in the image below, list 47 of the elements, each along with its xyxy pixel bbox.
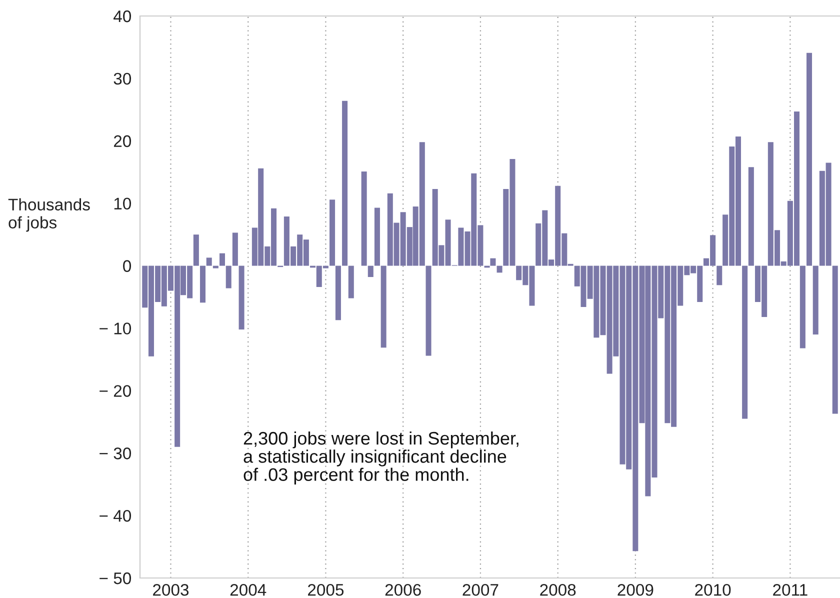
bar	[748, 167, 754, 266]
bar	[426, 266, 432, 356]
bar	[800, 266, 806, 348]
x-tick-label: 2006	[385, 584, 421, 596]
bar	[380, 266, 386, 348]
bar	[742, 266, 748, 419]
annotation: 2,300 jobs were lost in September, a statistically insignificant decline of .03 percent for the month.	[244, 431, 518, 485]
x-tick-label: 2007	[462, 584, 498, 596]
y-axis-title: Thousands of jobs	[8, 198, 90, 232]
bar	[812, 266, 818, 334]
x-tick-label: 2010	[695, 584, 731, 596]
y-tick-label: 20	[114, 135, 132, 148]
bar	[232, 232, 238, 266]
bar	[342, 100, 348, 266]
bar	[200, 266, 206, 303]
y-tick-label: 0	[123, 260, 132, 272]
y-tick-label: 10	[114, 198, 132, 210]
y-tick-label: − 20	[100, 385, 132, 397]
x-tick-label: 2004	[230, 584, 266, 596]
bar	[496, 266, 502, 273]
bar	[806, 52, 812, 266]
y-tick-label: − 50	[100, 572, 132, 584]
bar	[368, 266, 374, 278]
bar	[348, 266, 354, 298]
bar	[374, 208, 380, 266]
bar	[226, 266, 232, 288]
y-tick-label: 30	[114, 72, 132, 85]
bar	[238, 266, 244, 330]
y-tick-label: 40	[114, 10, 132, 22]
y-tick-label: − 10	[100, 322, 132, 334]
bar	[361, 171, 367, 266]
bar	[490, 258, 496, 266]
x-tick-label: 2008	[540, 584, 576, 596]
x-tick-label: 2003	[153, 584, 189, 596]
bar	[330, 200, 336, 266]
bar	[212, 266, 218, 268]
bar	[206, 258, 212, 266]
bar	[716, 266, 722, 286]
bar	[335, 266, 341, 320]
x-tick-label: 2011	[773, 584, 808, 596]
y-tick-label: − 40	[100, 510, 132, 522]
x-tick-label: 2009	[618, 584, 654, 596]
bar	[832, 266, 838, 414]
bar	[193, 234, 199, 266]
bar	[219, 253, 226, 266]
x-tick-label: 2005	[308, 584, 344, 596]
y-tick-label: − 30	[100, 448, 132, 460]
